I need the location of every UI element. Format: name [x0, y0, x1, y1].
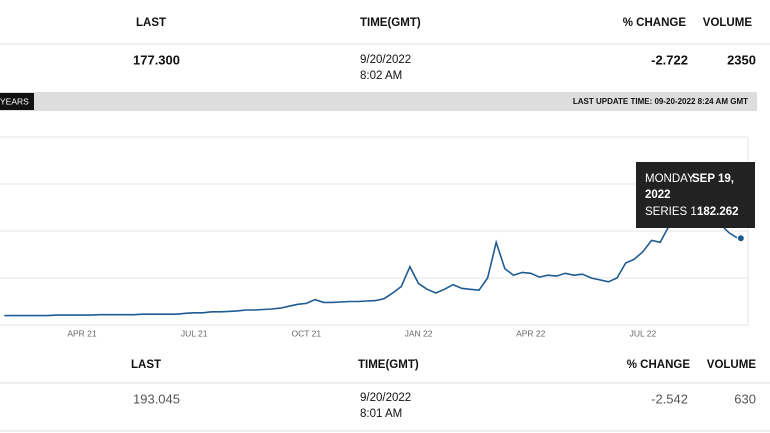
chart: APR 21 JUL 21 OCT 21 JAN 22 APR 22 JUL 22 MOND… [0, 136, 755, 338]
x-tick-label: APR 22 [516, 328, 546, 338]
tooltip-date: 2022 [645, 189, 671, 201]
range-bar [0, 92, 757, 111]
line [4, 213, 739, 317]
x-tick-label: JAN 22 [405, 328, 433, 338]
header: LAST [136, 17, 166, 29]
cell: -2.542 [651, 391, 688, 406]
cell: 8:01 AM [360, 408, 402, 420]
x-tick-label: OCT 21 [292, 328, 322, 338]
x-tick-label: APR 21 [67, 328, 97, 338]
cell: 9/20/2022 [360, 54, 411, 66]
header: TIME(GMT) [360, 17, 421, 29]
x-tick-label: JUL 22 [630, 328, 657, 338]
tooltip-date: SEP 19, [692, 173, 734, 185]
hover-point [736, 234, 745, 243]
tooltip-value: 182.262 [697, 206, 739, 218]
cell: 9/20/2022 [360, 392, 411, 404]
cell: 2350 [727, 52, 756, 67]
cell: -2.722 [651, 52, 688, 67]
header: LAST [131, 359, 161, 371]
tooltip [636, 162, 755, 228]
tooltip-label: SERIES 1: [645, 206, 700, 218]
header: % CHANGE [623, 17, 687, 29]
x-tick-label: JUL 21 [181, 328, 208, 338]
range-button-label[interactable]: YEARS [0, 96, 29, 106]
cell: 8:02 AM [360, 70, 402, 82]
cell: 193.045 [133, 391, 180, 406]
range-button[interactable] [0, 93, 34, 110]
last-update: LAST UPDATE TIME: 09-20-2022 8:24 AM GMT [573, 97, 748, 106]
header: % CHANGE [627, 359, 691, 371]
cell: 177.300 [133, 52, 180, 67]
tooltip-day: MONDAY [645, 173, 695, 185]
header: VOLUME [707, 359, 757, 371]
header: TIME(GMT) [358, 359, 419, 371]
cell: 630 [734, 391, 756, 406]
header: VOLUME [703, 17, 753, 29]
